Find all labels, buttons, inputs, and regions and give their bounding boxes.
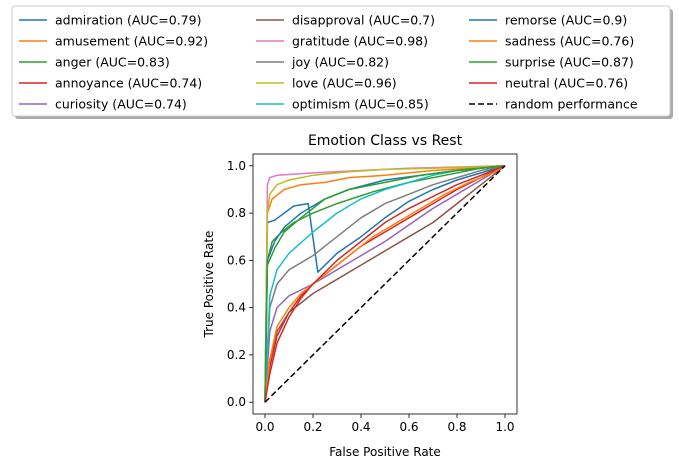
x-axis: 0.0 0.2 0.4 0.6 0.8 1.0 bbox=[255, 414, 515, 434]
series-line-0 bbox=[264, 165, 506, 403]
series-line-11 bbox=[264, 165, 506, 403]
x-tick-label: 0.0 bbox=[255, 420, 274, 434]
legend-label-3: annoyance (AUC=0.74) bbox=[55, 76, 202, 91]
y-axis-label: True Positive Rate bbox=[202, 231, 216, 339]
x-tick-label: 0.8 bbox=[447, 420, 466, 434]
legend-label-10: remorse (AUC=0.9) bbox=[505, 13, 627, 28]
legend-label-14: random performance bbox=[505, 97, 638, 112]
y-tick-label: 1.0 bbox=[227, 159, 246, 173]
legend-label-11: sadness (AUC=0.76) bbox=[505, 34, 634, 49]
series-line-13 bbox=[264, 165, 506, 403]
legend-label-4: curiosity (AUC=0.74) bbox=[55, 97, 187, 112]
series-line-8 bbox=[264, 165, 506, 403]
x-tick-label: 1.0 bbox=[495, 420, 514, 434]
y-tick-label: 0.4 bbox=[227, 301, 246, 315]
legend-label-7: joy (AUC=0.82) bbox=[291, 55, 389, 70]
legend-label-5: disapproval (AUC=0.7) bbox=[292, 13, 435, 28]
legend-frame bbox=[11, 5, 671, 117]
y-axis: 0.0 0.2 0.4 0.6 0.8 1.0 bbox=[227, 159, 253, 409]
x-axis-label: False Positive Rate bbox=[329, 445, 441, 459]
series-line-1 bbox=[264, 165, 506, 403]
y-tick-label: 0.6 bbox=[227, 253, 246, 267]
series-line-14 bbox=[264, 165, 506, 403]
legend-label-0: admiration (AUC=0.79) bbox=[55, 13, 201, 28]
legend-label-9: optimism (AUC=0.85) bbox=[292, 97, 429, 112]
y-tick-label: 0.0 bbox=[227, 395, 246, 409]
series-line-12 bbox=[264, 165, 506, 403]
legend-label-6: gratitude (AUC=0.98) bbox=[292, 34, 428, 49]
legend-label-13: neutral (AUC=0.76) bbox=[505, 76, 628, 91]
legend-label-12: surprise (AUC=0.87) bbox=[505, 55, 634, 70]
series-line-7 bbox=[264, 165, 506, 403]
y-tick-label: 0.2 bbox=[227, 348, 246, 362]
x-tick-label: 0.6 bbox=[399, 420, 418, 434]
series-line-2 bbox=[264, 165, 506, 403]
plot-frame bbox=[252, 153, 518, 415]
x-tick-label: 0.4 bbox=[351, 420, 370, 434]
y-tick-label: 0.8 bbox=[227, 206, 246, 220]
x-tick-label: 0.2 bbox=[303, 420, 322, 434]
legend-label-1: amusement (AUC=0.92) bbox=[55, 34, 208, 49]
legend: admiration (AUC=0.79) amusement (AUC=0.92… bbox=[11, 5, 673, 119]
series-line-5 bbox=[264, 165, 506, 403]
legend-label-8: love (AUC=0.96) bbox=[292, 76, 397, 91]
legend-label-2: anger (AUC=0.83) bbox=[55, 55, 170, 70]
chart-title: Emotion Class vs Rest bbox=[308, 133, 463, 149]
series-line-4 bbox=[264, 165, 506, 403]
